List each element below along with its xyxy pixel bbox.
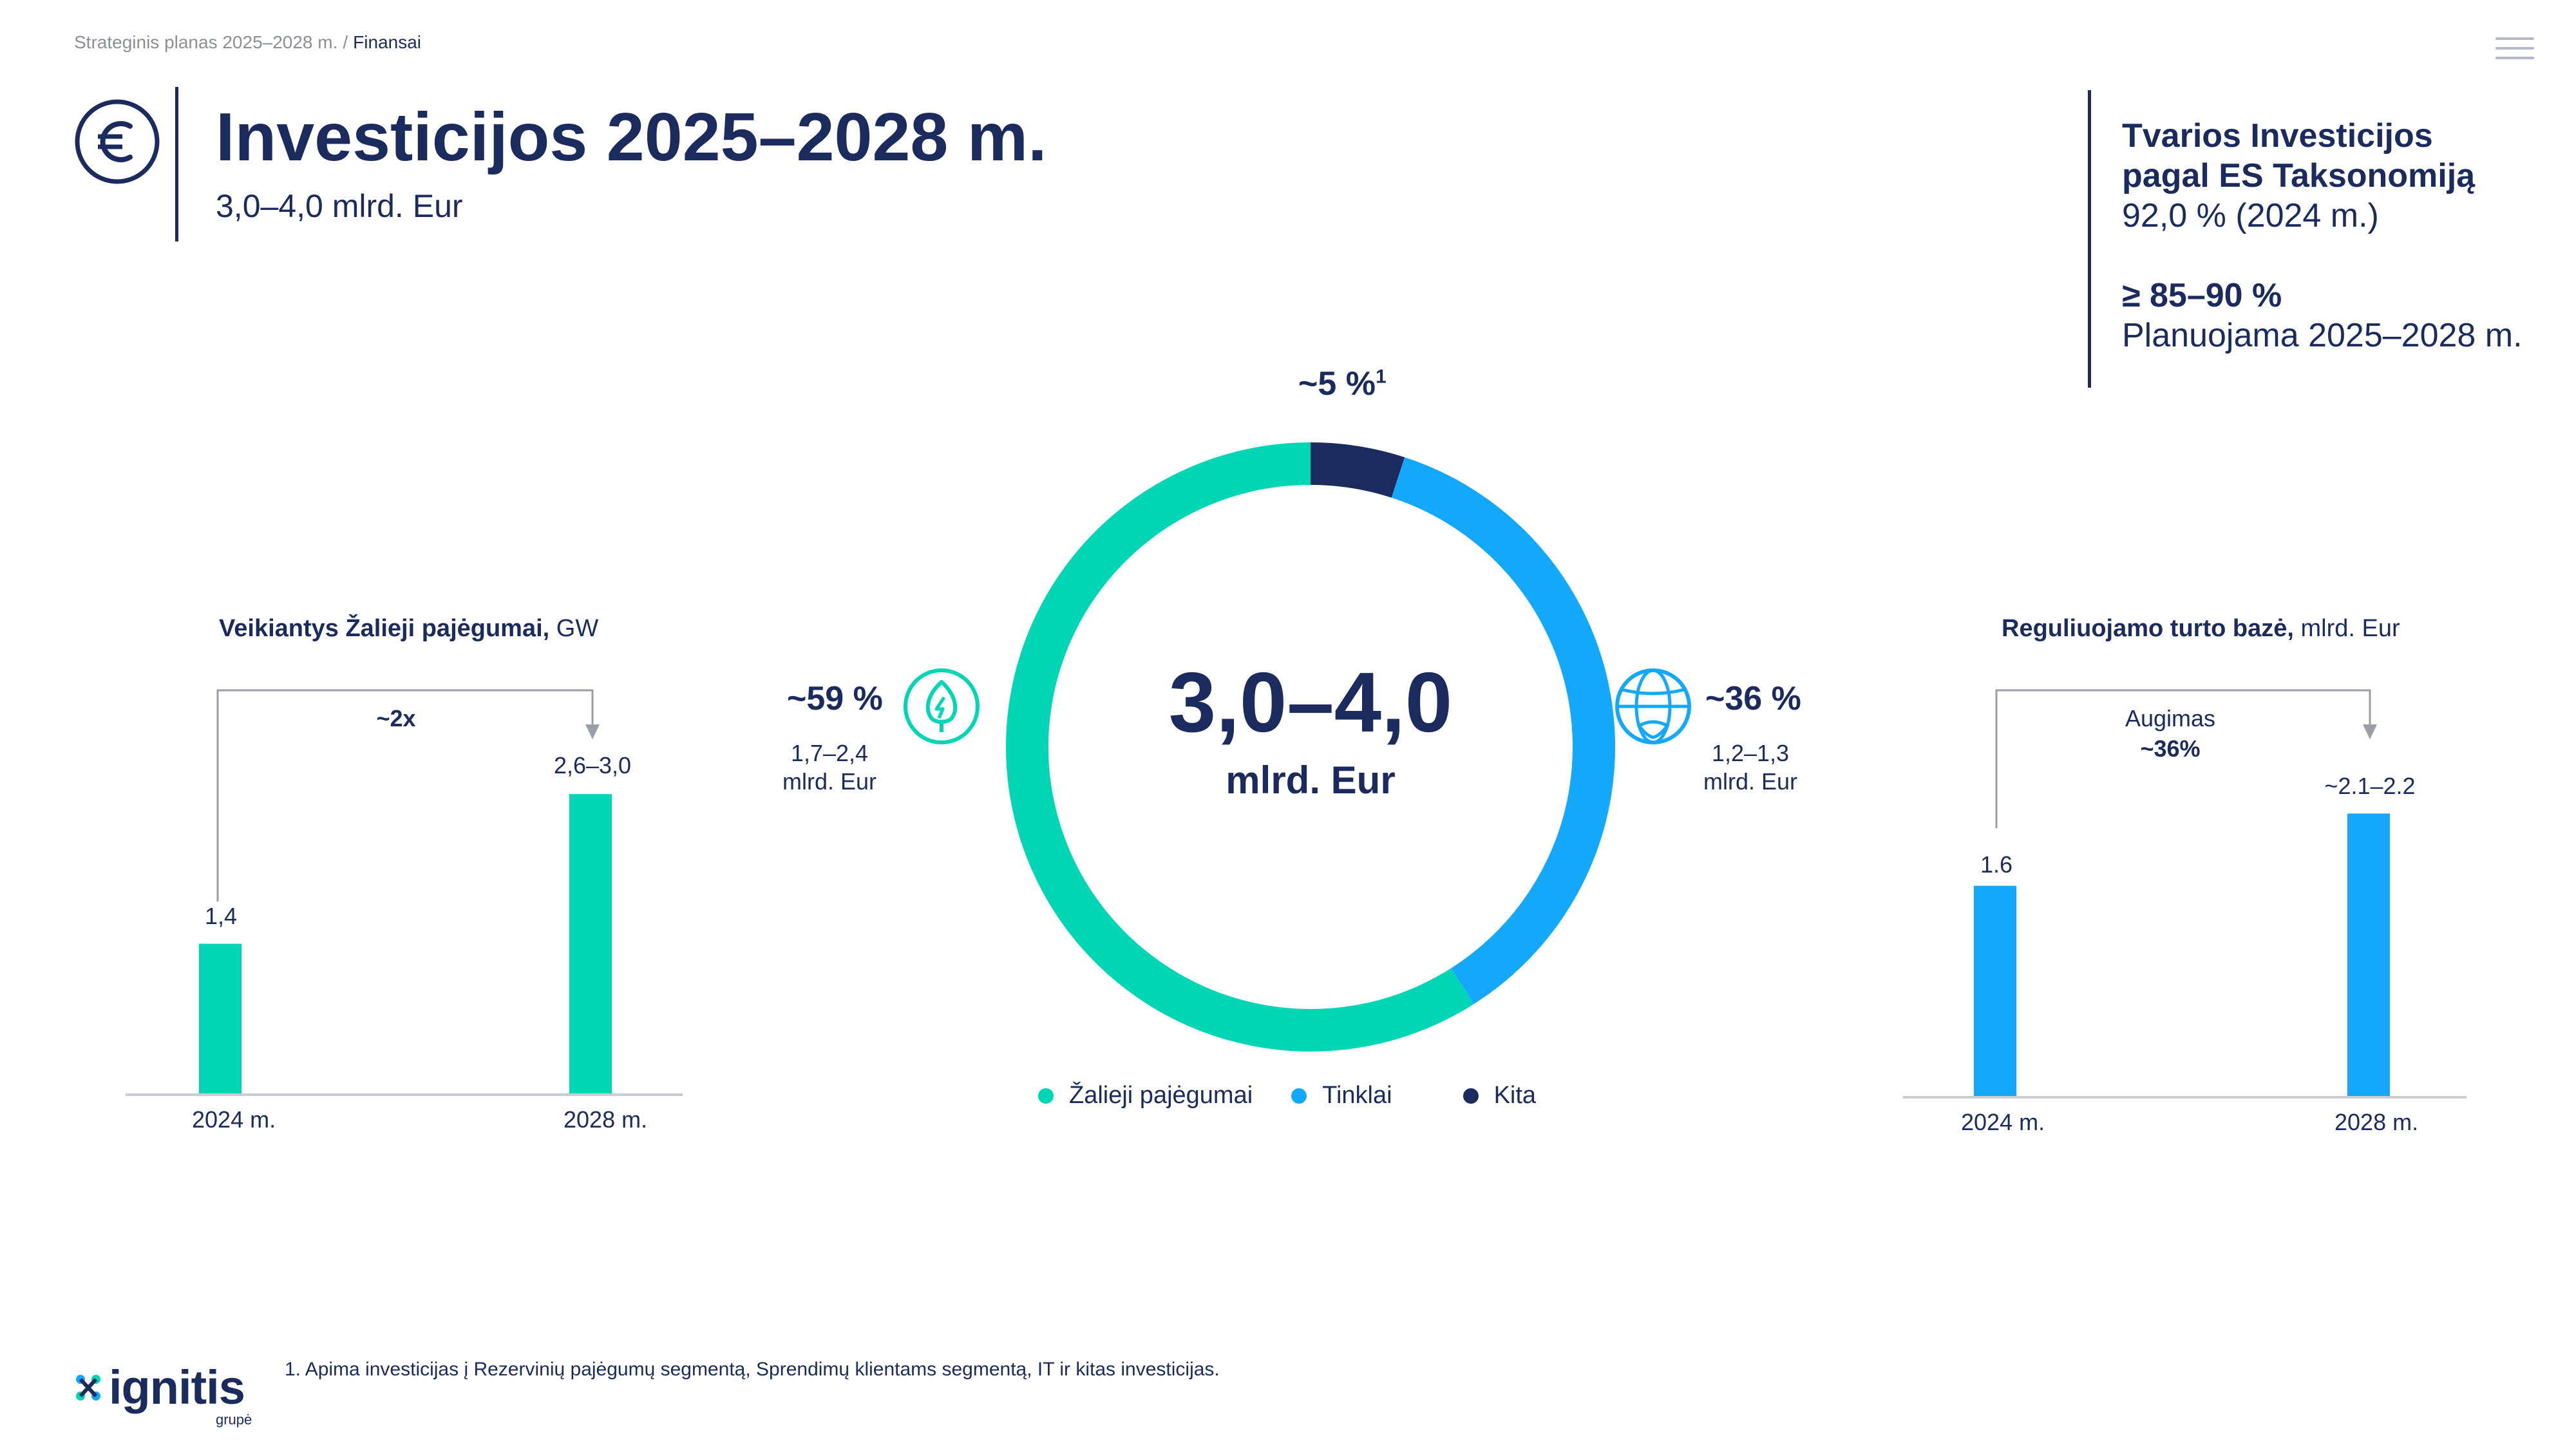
green-range-unit: mlrd. Eur bbox=[782, 768, 877, 795]
euro-circle-icon bbox=[75, 99, 160, 184]
left-bar-label-2028: 2,6–3,0 bbox=[553, 752, 632, 779]
legend-label-other: Kita bbox=[1493, 1082, 1537, 1109]
breadcrumb-current[interactable]: Finansai bbox=[353, 32, 422, 52]
logo-wordmark: ignitis bbox=[109, 1361, 245, 1414]
page-subtitle: 3,0–4,0 mlrd. Eur bbox=[216, 188, 463, 224]
left-bar-chart bbox=[126, 689, 683, 1096]
taxonomy-block: Tvarios Investicijos pagal ES Taksonomij… bbox=[2122, 116, 2523, 355]
logo-mark-icon bbox=[76, 1375, 100, 1401]
donut-legend: Žalieji pajėgumai Tinklai Kita bbox=[1038, 1082, 1575, 1109]
title-divider bbox=[175, 87, 178, 241]
left-tick-2028: 2028 m. bbox=[564, 1106, 648, 1133]
left-growth-label: ~2x bbox=[376, 705, 416, 732]
right-bar-label-2028: ~2.1–2.2 bbox=[2324, 773, 2416, 799]
left-bar-2028 bbox=[569, 794, 612, 1093]
right-bar-2028 bbox=[2347, 813, 2390, 1096]
right-tick-2024: 2024 m. bbox=[1961, 1109, 2045, 1135]
left-chart-title: Veikiantys Žalieji pajėgumai, GW bbox=[219, 615, 598, 643]
donut-center-unit: mlrd. Eur bbox=[1226, 759, 1396, 802]
right-bar-chart bbox=[1903, 689, 2467, 1099]
donut-center-value: 3,0–4,0 bbox=[1168, 655, 1453, 750]
taxonomy-target-label: Planuojama 2025–2028 m. bbox=[2122, 317, 2523, 354]
donut-arc-other bbox=[1310, 442, 1405, 498]
left-chart-title-bold: Veikiantys Žalieji pajėgumai, bbox=[219, 615, 550, 642]
right-growth-bracket bbox=[1995, 689, 2371, 828]
grid-range-value: 1,2–1,3 bbox=[1711, 740, 1790, 766]
taxonomy-title-2: pagal ES Taksonomiją bbox=[2122, 157, 2476, 194]
globe-icon bbox=[1615, 668, 1691, 744]
taxonomy-divider bbox=[2088, 90, 2091, 388]
left-tick-2024: 2024 m. bbox=[192, 1106, 276, 1133]
grid-range: 1,2–1,3 mlrd. Eur bbox=[1692, 739, 1808, 796]
legend-dot-other bbox=[1463, 1088, 1479, 1104]
taxonomy-target: ≥ 85–90 % bbox=[2122, 277, 2282, 314]
left-growth-bracket bbox=[216, 689, 594, 902]
right-bar-2024 bbox=[1974, 885, 2016, 1096]
taxonomy-value-2024: 92,0 % (2024 m.) bbox=[2122, 197, 2379, 234]
investment-donut-chart bbox=[1006, 442, 1615, 1052]
grid-range-unit: mlrd. Eur bbox=[1703, 768, 1798, 795]
right-tick-2028: 2028 m. bbox=[2334, 1109, 2419, 1135]
legend-item-green: Žalieji pajėgumai bbox=[1038, 1082, 1253, 1109]
legend-dot-grid bbox=[1291, 1088, 1307, 1104]
footnote: 1. Apima investicijas į Rezervinių pajėg… bbox=[285, 1359, 1220, 1380]
legend-label-green: Žalieji pajėgumai bbox=[1069, 1082, 1253, 1109]
logo-subtitle: grupė bbox=[216, 1412, 252, 1428]
right-growth-label: Augimas bbox=[2125, 705, 2216, 732]
leaf-energy-icon bbox=[904, 668, 980, 744]
donut-other-footnote-ref: 1 bbox=[1375, 366, 1387, 388]
left-growth-arrowhead bbox=[585, 724, 600, 739]
page-title: Investicijos 2025–2028 m. bbox=[216, 99, 1047, 175]
donut-arc-green bbox=[1006, 442, 1474, 1052]
right-growth-arrowhead bbox=[2363, 724, 2377, 739]
left-bar-2024 bbox=[199, 943, 242, 1093]
left-bar-label-2024: 1,4 bbox=[204, 903, 238, 929]
grid-pct: ~36 % bbox=[1705, 680, 1801, 717]
right-bar-label-2024: 1.6 bbox=[1980, 851, 2013, 878]
legend-item-other: Kita bbox=[1463, 1082, 1536, 1109]
right-chart-title-unit: mlrd. Eur bbox=[2300, 615, 2400, 642]
donut-other-pct: ~5 % bbox=[1298, 365, 1376, 402]
taxonomy-title-1: Tvarios Investicijos bbox=[2122, 117, 2433, 155]
green-range: 1,7–2,4 mlrd. Eur bbox=[772, 739, 887, 796]
green-pct: ~59 % bbox=[787, 680, 883, 717]
legend-label-grid: Tinklai bbox=[1322, 1082, 1392, 1109]
right-chart-title-bold: Reguliuojamo turto bazė, bbox=[2002, 615, 2294, 642]
legend-item-grid: Tinklai bbox=[1291, 1082, 1392, 1109]
green-range-value: 1,7–2,4 bbox=[790, 740, 869, 766]
right-chart-title: Reguliuojamo turto bazė, mlrd. Eur bbox=[2002, 615, 2400, 643]
donut-arc-grid bbox=[1391, 457, 1615, 1005]
legend-dot-green bbox=[1038, 1088, 1054, 1104]
donut-other-label: ~5 %1 bbox=[1298, 364, 1387, 403]
breadcrumb-parent[interactable]: Strateginis planas 2025–2028 m. bbox=[74, 32, 338, 52]
breadcrumb: Strateginis planas 2025–2028 m. / Finansai bbox=[74, 32, 421, 53]
breadcrumb-separator: / bbox=[343, 32, 348, 52]
hamburger-menu-icon[interactable] bbox=[2496, 37, 2534, 64]
right-growth-value: ~36% bbox=[2140, 735, 2201, 762]
left-chart-title-unit: GW bbox=[556, 615, 599, 642]
